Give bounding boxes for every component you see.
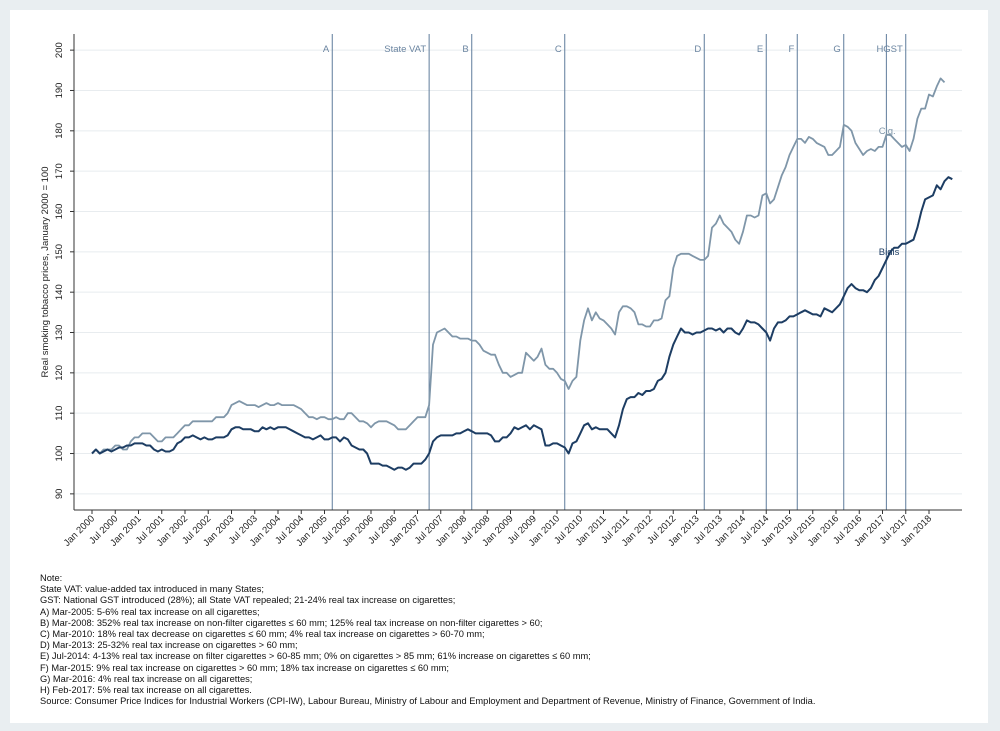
series-label-cig: Cig.	[879, 126, 896, 137]
note-line: C) Mar-2010: 18% real tax decrease on ci…	[40, 629, 485, 640]
series-line-cig	[91, 77, 946, 455]
event-markers: A State VAT B C D E F G H GST	[323, 34, 907, 510]
event-label: D	[694, 44, 701, 55]
series-lines	[91, 77, 953, 471]
event-label: A	[323, 44, 330, 55]
event-label: C	[555, 44, 562, 55]
y-tick-label: 200	[54, 42, 65, 58]
note-line: A) Mar-2005: 5-6% real tax increase on a…	[40, 606, 260, 617]
y-tick-label: 120	[54, 365, 65, 381]
notes-block: Note: State VAT: value-added tax introduc…	[40, 573, 970, 707]
note-line: Source: Consumer Price Indices for Indus…	[40, 696, 816, 707]
y-tick-label: 110	[54, 406, 65, 421]
note-line: D) Mar-2013: 25-32% real tax increase on…	[40, 640, 298, 651]
series-line-bidis	[91, 176, 953, 471]
y-tick-label: 170	[54, 163, 65, 179]
y-axis-title: Real smoking tobacco prices, January 200…	[40, 167, 51, 378]
y-tick-label: 160	[54, 204, 65, 220]
y-tick-label: 130	[54, 325, 65, 341]
event-label: E	[757, 44, 763, 55]
series-label-bidis: Bidis	[879, 247, 900, 258]
gridlines	[74, 49, 962, 495]
event-label: F	[788, 44, 794, 55]
event-label: H	[877, 44, 884, 55]
note-heading: Note:	[40, 573, 63, 583]
note-line: E) Jul-2014: 4-13% real tax increase on …	[40, 651, 591, 662]
note-line: G) Mar-2016: 4% real tax increase on all…	[40, 673, 253, 684]
note-line: GST: National GST introduced (28%); all …	[40, 595, 456, 606]
note-line: B) Mar-2008: 352% real tax increase on n…	[40, 617, 543, 628]
axes: Real smoking tobacco prices, January 200…	[40, 34, 962, 549]
y-tick-label: 140	[54, 284, 65, 300]
y-tick-label: 180	[54, 123, 65, 139]
y-tick-label: 90	[54, 489, 65, 500]
note-line: State VAT: value-added tax introduced in…	[40, 584, 264, 595]
note-line: H) Feb-2017: 5% real tax increase on all…	[40, 685, 252, 696]
line-chart: A State VAT B C D E F G H GST Real smoking tobacc…	[40, 34, 962, 549]
y-tick-label: 190	[54, 83, 65, 99]
event-label: G	[833, 44, 840, 55]
y-tick-label: 100	[54, 446, 65, 462]
series-labels: Cig. Bidis	[879, 126, 900, 258]
y-tick-label: 150	[54, 244, 65, 260]
event-label: B	[462, 44, 468, 55]
note-line: F) Mar-2015: 9% real tax increase on cig…	[40, 662, 449, 673]
event-label: State VAT	[384, 44, 426, 55]
event-label: GST	[883, 44, 903, 55]
